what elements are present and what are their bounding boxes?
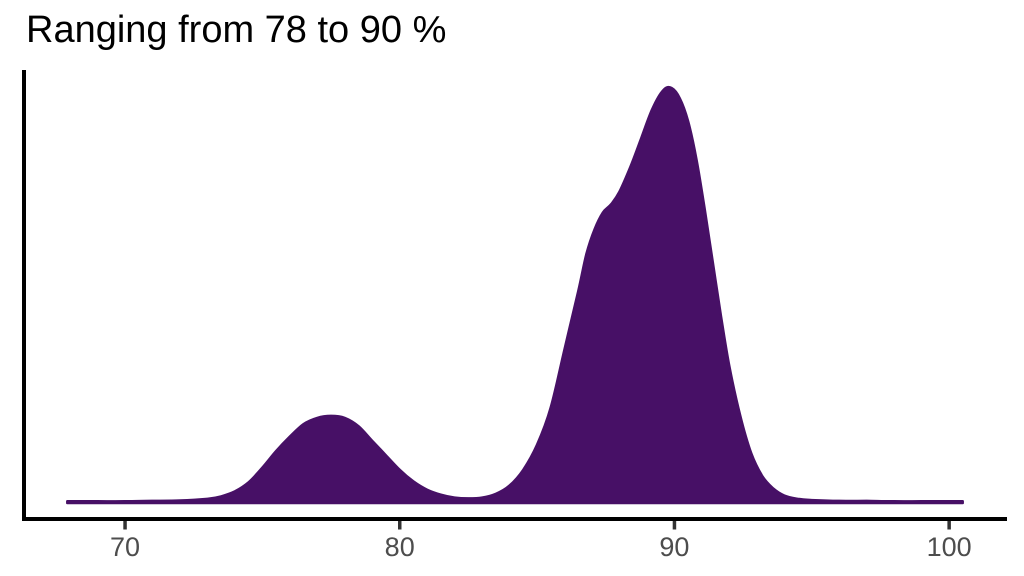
tick-mark-80 (398, 521, 402, 530)
tick-mark-70 (123, 521, 127, 530)
tick-label-100: 100 (927, 532, 972, 562)
x-axis-line (22, 517, 1007, 521)
tick-mark-90 (672, 521, 677, 530)
tick-label-80: 80 (385, 532, 415, 562)
tick-mark-100 (947, 521, 951, 530)
tick-label-70: 70 (110, 532, 140, 562)
chart-title: Ranging from 78 to 90 % (26, 9, 447, 51)
density-area (66, 85, 964, 505)
tick-label-90: 90 (659, 532, 689, 562)
y-axis-line (22, 70, 26, 521)
